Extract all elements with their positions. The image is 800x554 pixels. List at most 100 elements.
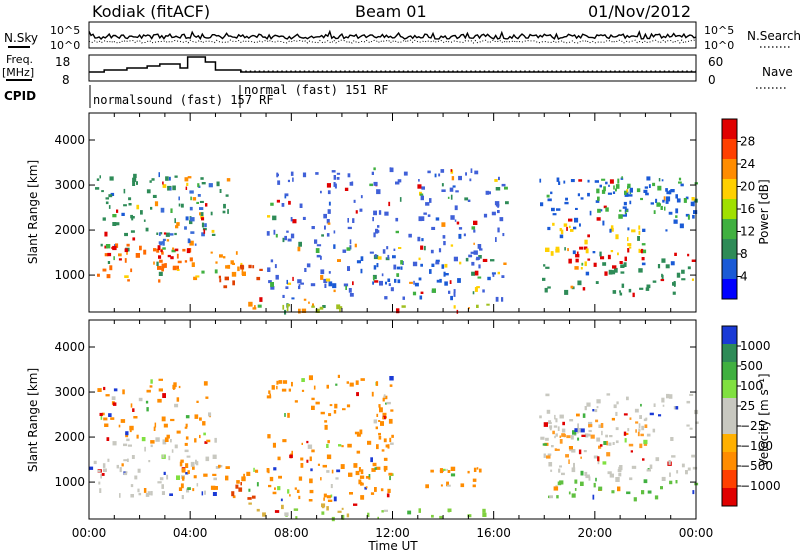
range-cell (267, 434, 271, 439)
range-cell (97, 273, 100, 277)
range-cell (194, 243, 197, 246)
range-cell (174, 403, 179, 408)
range-cell (613, 185, 615, 190)
range-cell (431, 263, 435, 267)
range-cell (543, 264, 546, 267)
range-cell (162, 238, 166, 241)
time-axis: 00:00 04:00 08:00 12:00 16:00 20:00 00:00 (72, 526, 714, 540)
range-cell (187, 176, 192, 179)
power-colorbar-label: Power [dB] (757, 179, 771, 244)
range-cell (356, 392, 359, 397)
y-tick-label: 2000 (54, 430, 85, 444)
range-cell (129, 425, 134, 431)
range-cell (185, 415, 190, 419)
range-cell (556, 495, 559, 499)
range-cell (223, 256, 226, 259)
range-cell (131, 218, 134, 221)
range-cell (387, 444, 390, 449)
range-cell (282, 439, 287, 443)
range-cell (266, 231, 270, 236)
nsky-label: N.Sky (4, 31, 38, 45)
range-cell (131, 455, 135, 459)
range-cell (194, 414, 199, 419)
range-cell (326, 183, 331, 188)
range-cell (624, 190, 627, 195)
range-cell (199, 200, 204, 203)
range-cell (439, 468, 443, 474)
range-cell (635, 421, 639, 424)
range-cell (161, 251, 164, 255)
range-cell (575, 254, 580, 258)
range-cell (152, 194, 157, 198)
range-cell (668, 460, 671, 465)
power-frame (88, 112, 697, 313)
range-cell (225, 475, 229, 481)
range-cell (359, 475, 365, 479)
range-cell (309, 478, 313, 484)
range-cell (547, 198, 552, 202)
range-cell (683, 198, 687, 203)
range-cell (573, 462, 575, 468)
range-cell (190, 196, 192, 201)
colorbar-tick-label: −500 (740, 459, 773, 473)
velocity-axes: 1000 2000 3000 4000 (54, 320, 697, 519)
range-cell (685, 213, 690, 217)
range-cell (333, 175, 336, 180)
range-cell (334, 183, 337, 189)
range-cell (475, 258, 479, 261)
range-cell (386, 401, 391, 405)
range-cell (642, 228, 646, 232)
range-cell (324, 420, 328, 423)
range-cell (349, 293, 354, 297)
range-cell (413, 280, 415, 285)
range-cell (546, 455, 551, 459)
range-cell (105, 244, 111, 249)
range-cell (101, 190, 104, 193)
range-cell (393, 248, 396, 251)
range-cell (327, 440, 330, 444)
range-cell (676, 272, 681, 278)
range-cell (626, 209, 629, 212)
range-cell (577, 193, 580, 197)
range-cell (608, 442, 612, 446)
range-cell (450, 466, 456, 471)
range-cell (107, 261, 111, 264)
range-cell (409, 281, 413, 284)
range-cell (687, 467, 691, 471)
range-cell (171, 449, 174, 453)
range-cell (360, 256, 364, 261)
range-cell (691, 454, 695, 458)
range-cell (470, 251, 475, 254)
freq-panel: Freq. [MHz] 18 8 60 0 Nave (2, 53, 793, 89)
range-cell (586, 402, 591, 407)
colorbar-tick-label: −1000 (740, 479, 781, 493)
range-cell (478, 468, 482, 473)
range-cell (641, 257, 645, 261)
range-cell (203, 432, 206, 436)
range-cell (267, 267, 271, 272)
range-cell (284, 413, 286, 417)
range-cell (326, 495, 331, 499)
range-cell (675, 215, 678, 218)
range-cell (383, 509, 388, 512)
range-cell (383, 438, 387, 443)
range-cell (324, 283, 327, 288)
range-cell (418, 216, 422, 222)
colorbar-swatch (722, 219, 737, 240)
range-cell (550, 469, 553, 472)
range-cell (182, 476, 185, 481)
range-cell (615, 427, 619, 431)
range-cell (222, 210, 226, 214)
range-cell (622, 206, 627, 209)
range-cell (163, 232, 167, 235)
range-cell (386, 246, 389, 250)
range-cell (431, 514, 434, 518)
range-cell (598, 445, 602, 449)
range-cell (259, 297, 263, 302)
range-cell (323, 493, 327, 498)
range-cell (440, 169, 445, 173)
range-cell (205, 396, 209, 399)
range-cell (678, 177, 682, 181)
range-cell (596, 406, 599, 409)
range-cell (637, 431, 640, 437)
